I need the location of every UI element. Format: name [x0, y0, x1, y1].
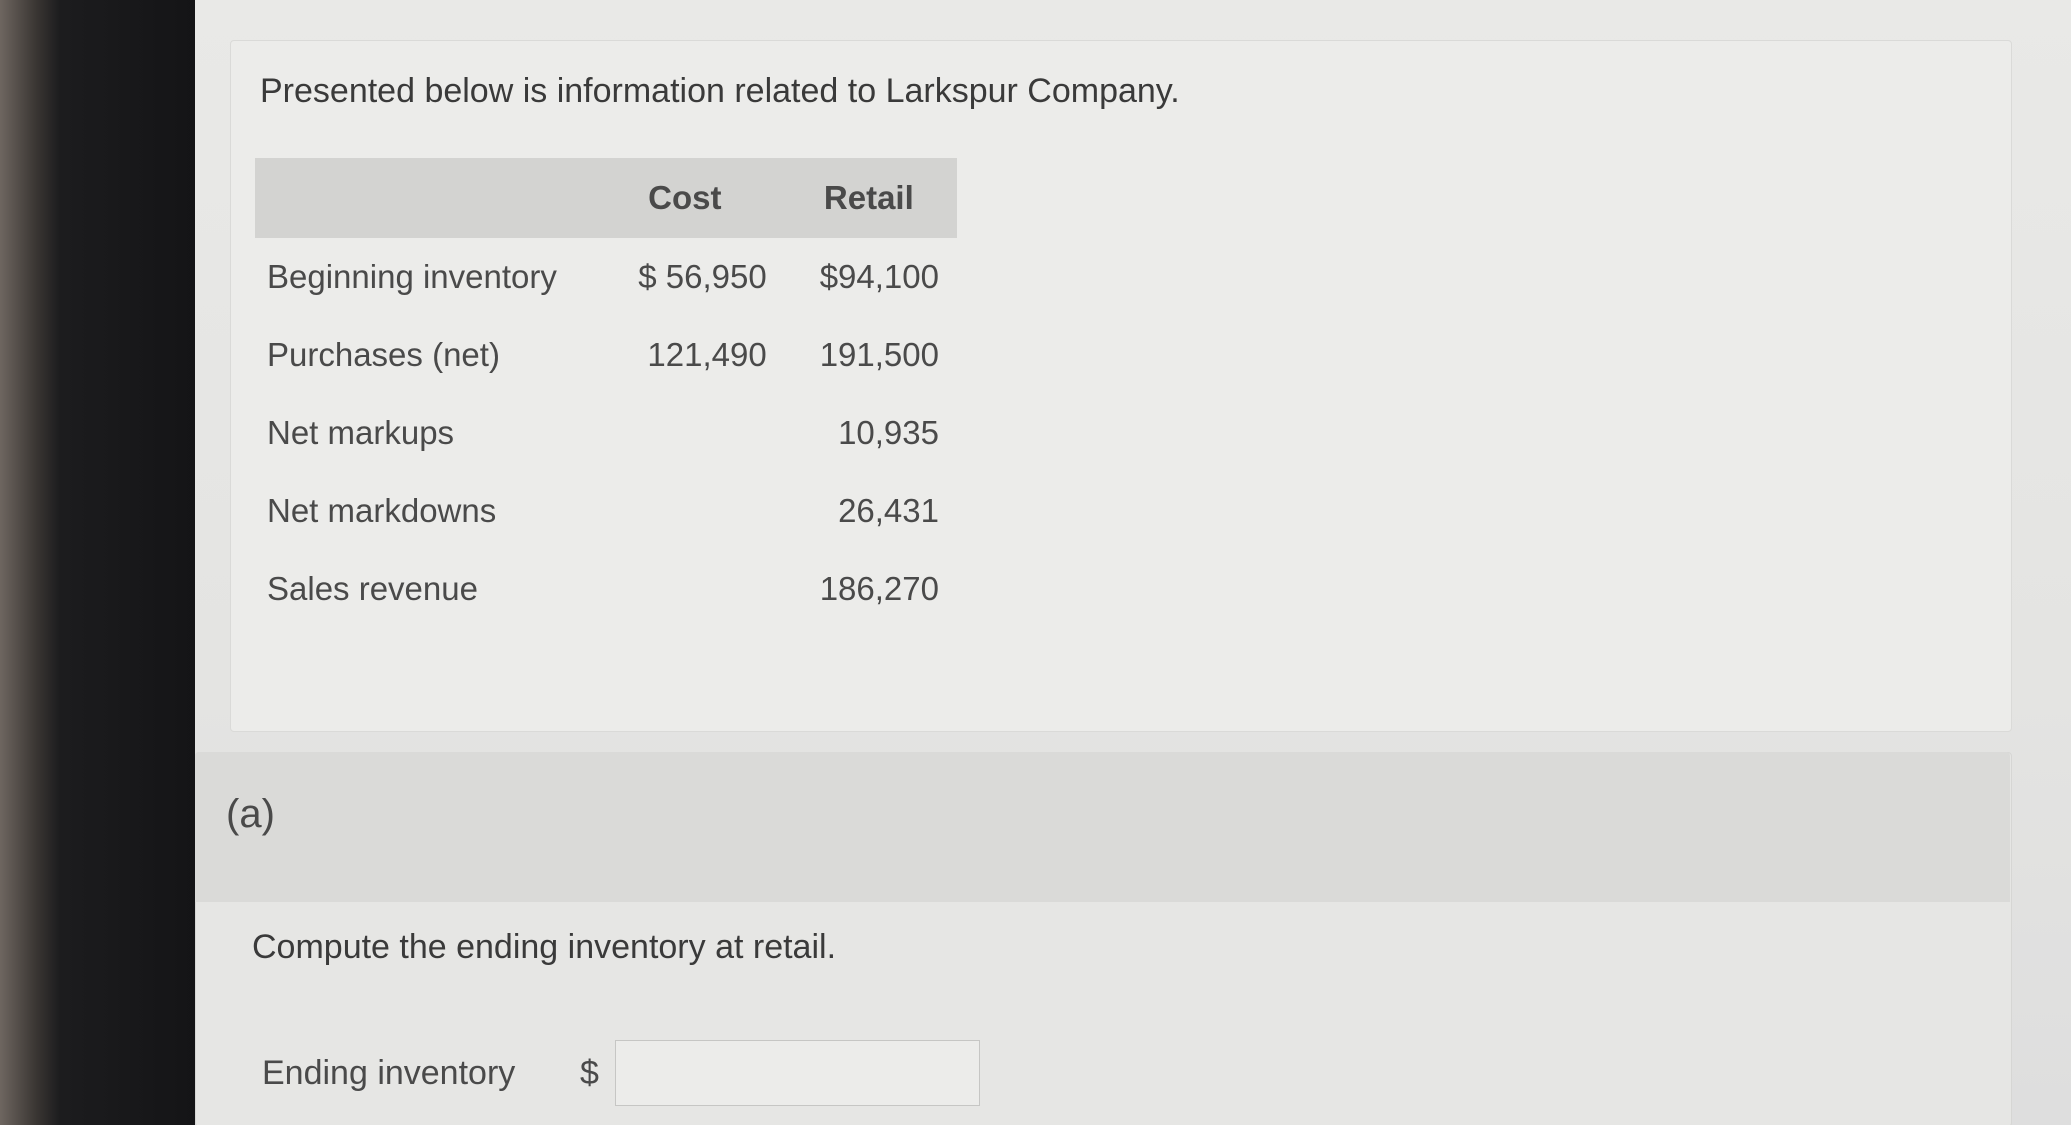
row-label: Net markdowns: [267, 492, 497, 529]
table-row: Net markdowns 26,431: [255, 472, 957, 550]
intro-text: Presented below is information related t…: [260, 72, 1180, 110]
cost-value: [589, 472, 781, 550]
cost-value: $ 56,950: [638, 258, 767, 295]
header-retail: Retail: [780, 158, 957, 238]
retail-value: $94,100: [819, 258, 939, 295]
retail-value: 26,431: [838, 492, 939, 529]
retail-value: 10,935: [838, 414, 939, 451]
row-label: Sales revenue: [267, 570, 478, 607]
retail-value: 186,270: [819, 570, 939, 607]
ending-inventory-label: Ending inventory: [262, 1053, 516, 1092]
question-text: Compute the ending inventory at retail.: [252, 928, 837, 966]
monitor-bezel: [0, 0, 200, 1125]
cost-value: [589, 394, 781, 472]
row-label: Net markups: [267, 414, 455, 451]
retail-value: 191,500: [819, 336, 939, 373]
row-label: Purchases (net): [267, 336, 500, 373]
info-card: [230, 40, 2012, 732]
answer-row: Ending inventory $: [262, 1040, 980, 1106]
cost-value: 121,490: [647, 336, 767, 373]
table-row: Sales revenue 186,270: [255, 550, 957, 628]
currency-symbol: $: [580, 1053, 599, 1092]
part-label: (a): [226, 792, 275, 836]
table-row: Net markups 10,935: [255, 394, 957, 472]
header-cost: Cost: [588, 158, 781, 238]
table-row: Beginning inventory $ 56,950 $94,100: [255, 238, 957, 316]
part-a-header: [195, 752, 2010, 902]
header-label-column: [255, 158, 589, 238]
table-header-row: Cost Retail: [255, 158, 957, 238]
inventory-data-table: Cost Retail Beginning inventory $ 56,950…: [255, 158, 957, 628]
ending-inventory-input[interactable]: [615, 1040, 980, 1106]
table-row: Purchases (net) 121,490 191,500: [255, 316, 957, 394]
cost-value: [589, 550, 781, 628]
row-label: Beginning inventory: [267, 258, 557, 295]
